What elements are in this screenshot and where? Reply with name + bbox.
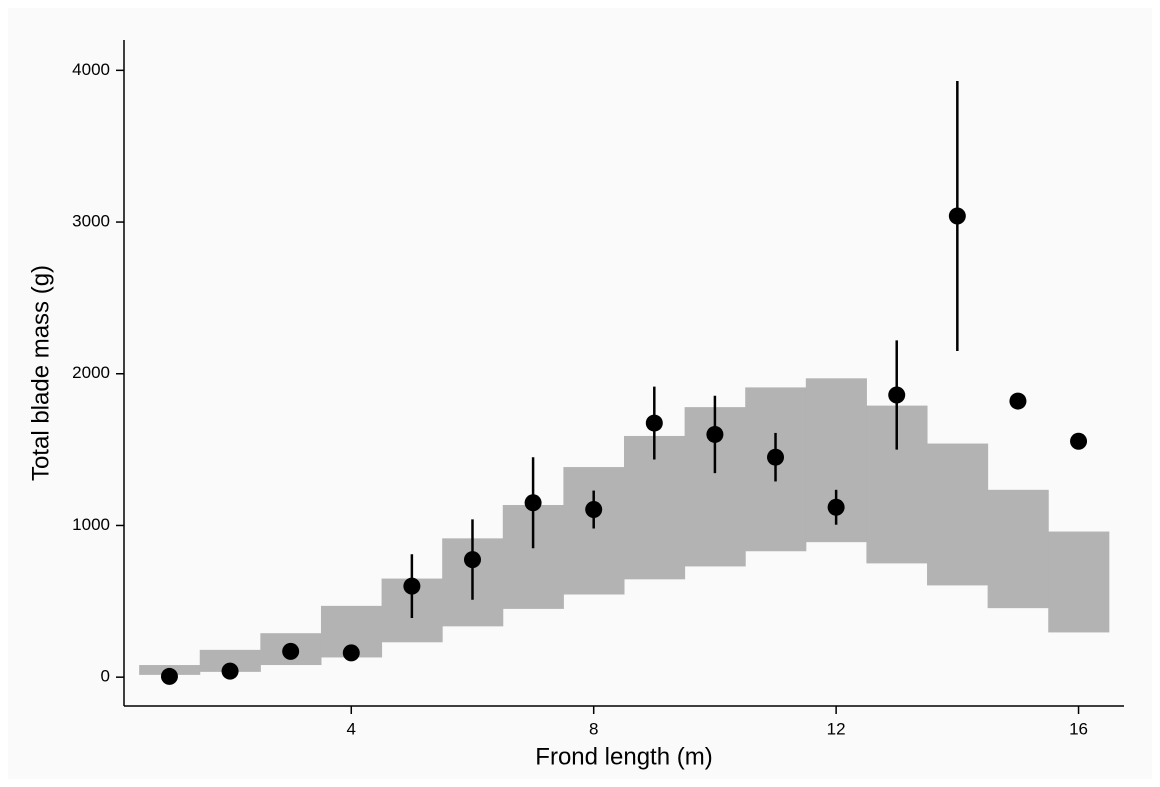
point: [767, 448, 785, 466]
band-step: [927, 443, 989, 586]
point: [645, 414, 663, 432]
point: [888, 386, 906, 404]
y-tick-label: 2000: [72, 363, 110, 382]
point: [403, 577, 421, 595]
point: [1009, 392, 1027, 410]
point: [160, 667, 178, 685]
background: [8, 8, 1152, 779]
y-axis-label: Total blade mass (g): [27, 265, 54, 481]
point: [948, 207, 966, 225]
y-tick-label: 1000: [72, 515, 110, 534]
x-axis-label: Frond length (m): [535, 743, 712, 770]
point: [282, 642, 300, 660]
point: [827, 498, 845, 516]
x-tick-label: 12: [827, 719, 846, 738]
point: [524, 494, 542, 512]
band-step: [987, 489, 1049, 609]
y-tick-label: 0: [101, 667, 110, 686]
x-tick-label: 16: [1069, 719, 1088, 738]
y-tick-label: 4000: [72, 60, 110, 79]
point: [342, 644, 360, 662]
point: [1070, 432, 1088, 450]
band-step: [624, 435, 686, 580]
band-step: [1048, 531, 1110, 633]
band-step: [199, 649, 261, 672]
x-tick-label: 4: [347, 719, 356, 738]
x-tick-label: 8: [589, 719, 598, 738]
y-tick-label: 3000: [72, 212, 110, 231]
point: [221, 662, 239, 680]
point: [585, 501, 603, 519]
band-step: [563, 467, 625, 595]
point: [463, 551, 481, 569]
point: [706, 425, 724, 443]
